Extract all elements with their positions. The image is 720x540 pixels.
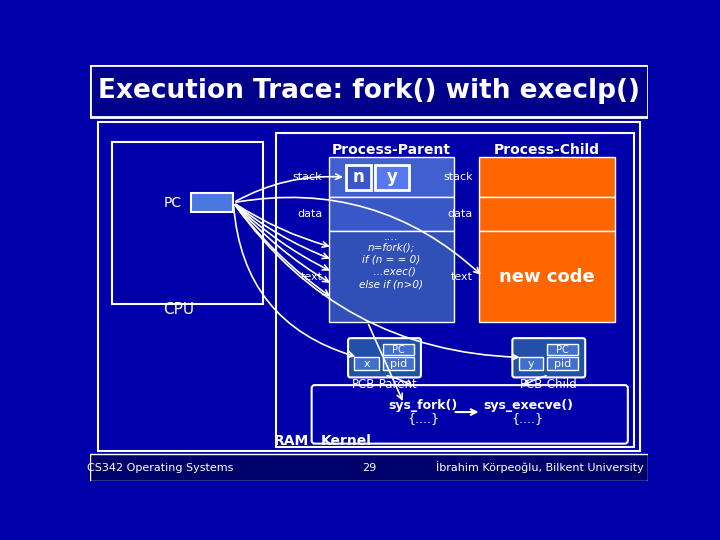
Text: CPU: CPU bbox=[163, 302, 194, 317]
FancyBboxPatch shape bbox=[191, 193, 233, 212]
FancyBboxPatch shape bbox=[346, 165, 371, 190]
Text: PC: PC bbox=[164, 195, 182, 210]
Text: stack: stack bbox=[444, 172, 473, 182]
Text: İbrahim Körpeoğlu, Bilkent University: İbrahim Körpeoğlu, Bilkent University bbox=[436, 462, 644, 474]
Text: n: n bbox=[352, 168, 364, 186]
FancyBboxPatch shape bbox=[329, 231, 454, 322]
FancyBboxPatch shape bbox=[547, 357, 578, 370]
FancyBboxPatch shape bbox=[329, 197, 454, 231]
Text: RAM: RAM bbox=[274, 434, 309, 448]
Text: Process-Child: Process-Child bbox=[494, 143, 600, 157]
FancyBboxPatch shape bbox=[354, 357, 379, 370]
FancyBboxPatch shape bbox=[375, 165, 409, 190]
Text: if (n = = 0): if (n = = 0) bbox=[362, 255, 420, 265]
FancyBboxPatch shape bbox=[513, 338, 585, 377]
FancyBboxPatch shape bbox=[518, 357, 544, 370]
Text: new code: new code bbox=[499, 267, 595, 286]
FancyBboxPatch shape bbox=[383, 345, 414, 355]
FancyBboxPatch shape bbox=[90, 65, 648, 117]
Text: sys_fork(): sys_fork() bbox=[389, 399, 458, 411]
FancyBboxPatch shape bbox=[383, 357, 414, 370]
Text: sys_execve(): sys_execve() bbox=[483, 399, 573, 411]
Text: PCB-Child: PCB-Child bbox=[520, 378, 577, 391]
FancyBboxPatch shape bbox=[479, 197, 615, 231]
FancyBboxPatch shape bbox=[112, 142, 263, 303]
Text: Execution Trace: fork() with execlp(): Execution Trace: fork() with execlp() bbox=[98, 78, 640, 104]
Text: 29: 29 bbox=[362, 462, 376, 472]
Text: pid: pid bbox=[554, 359, 572, 369]
Text: n=fork();: n=fork(); bbox=[368, 242, 415, 252]
Text: y: y bbox=[528, 359, 534, 369]
FancyBboxPatch shape bbox=[348, 338, 421, 377]
FancyBboxPatch shape bbox=[276, 132, 634, 447]
FancyBboxPatch shape bbox=[98, 122, 640, 451]
FancyBboxPatch shape bbox=[90, 456, 648, 481]
FancyBboxPatch shape bbox=[479, 157, 615, 197]
Text: text: text bbox=[300, 272, 323, 281]
Text: CS342 Operating Systems: CS342 Operating Systems bbox=[86, 462, 233, 472]
Text: PC: PC bbox=[557, 345, 569, 355]
Text: PC: PC bbox=[392, 345, 405, 355]
Text: text: text bbox=[451, 272, 473, 281]
FancyBboxPatch shape bbox=[479, 231, 615, 322]
Text: {....}: {....} bbox=[512, 413, 544, 426]
FancyBboxPatch shape bbox=[329, 157, 454, 197]
Text: data: data bbox=[448, 209, 473, 219]
Text: else if (n>0): else if (n>0) bbox=[359, 279, 423, 289]
Text: {....}: {....} bbox=[408, 413, 439, 426]
Text: ....: .... bbox=[384, 232, 399, 241]
FancyBboxPatch shape bbox=[547, 345, 578, 355]
Text: Kernel: Kernel bbox=[320, 434, 372, 448]
Text: pid: pid bbox=[390, 359, 407, 369]
Text: y: y bbox=[387, 168, 397, 186]
Text: Process-Parent: Process-Parent bbox=[332, 143, 451, 157]
Text: ...exec(): ...exec() bbox=[367, 267, 416, 277]
Text: PCB-Parent: PCB-Parent bbox=[351, 378, 418, 391]
Text: x: x bbox=[364, 359, 370, 369]
Text: stack: stack bbox=[293, 172, 323, 182]
Text: data: data bbox=[297, 209, 323, 219]
